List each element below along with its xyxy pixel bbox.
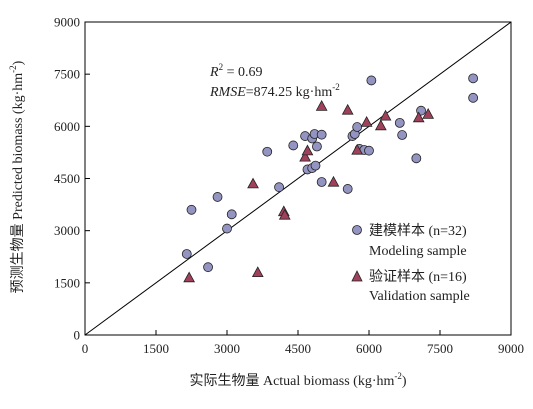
modeling-point <box>316 177 327 187</box>
legend-validation-title: 验证样本 (n=16) <box>369 269 467 285</box>
validation-point <box>315 100 328 111</box>
modeling-point <box>310 160 321 171</box>
modeling-point <box>186 204 197 215</box>
validation-point <box>251 266 264 277</box>
x-axis-label: 实际生物量 Actual biomass (kg·hm-2) <box>189 371 406 389</box>
modeling-point <box>226 209 237 220</box>
modeling-point <box>411 153 422 164</box>
reference-line <box>84 21 512 336</box>
r2-symbol: R <box>209 65 219 80</box>
modeling-point <box>262 146 273 157</box>
x-axis: 0 1500 3000 4500 6000 7500 9000 <box>82 330 524 356</box>
y-axis-label-main: 预测生物量 Predicted biomass (kg·hm <box>10 73 26 294</box>
modeling-point <box>212 192 223 202</box>
y-tick-label: 4500 <box>54 171 80 186</box>
rmse-annotation: RMSE=874.25 kg·hm-2 <box>209 82 340 100</box>
x-tick-label: 4500 <box>285 341 311 356</box>
validation-point <box>379 109 392 121</box>
modeling-point <box>397 130 408 140</box>
y-tick-label: 3000 <box>54 223 80 238</box>
r2-value: = 0.69 <box>223 65 262 80</box>
y-tick-label: 1500 <box>54 275 80 290</box>
x-tick-label: 0 <box>82 341 89 356</box>
legend-validation-subtitle: Validation sample <box>369 289 470 304</box>
modeling-point <box>288 140 299 151</box>
y-tick-label: 6000 <box>54 119 80 134</box>
validation-point <box>412 111 425 123</box>
modeling-point <box>468 92 479 103</box>
rmse-value: =874.25 kg·hm <box>246 85 333 100</box>
validation-point <box>327 175 340 187</box>
x-tick-label: 7500 <box>427 341 453 356</box>
validation-point <box>301 144 314 156</box>
modeling-point <box>312 141 322 152</box>
y-tick-label: 7500 <box>54 67 80 82</box>
x-tick-label: 3000 <box>214 341 240 356</box>
modeling-point <box>394 117 405 128</box>
validation-point <box>351 143 364 155</box>
legend-modeling-marker <box>352 225 362 235</box>
modeling-series <box>181 73 479 273</box>
legend-validation-marker <box>351 270 363 282</box>
y-axis-label: 预测生物量 Predicted biomass (kg·hm-2) <box>8 60 26 293</box>
modeling-point <box>352 122 363 132</box>
x-axis-label-main: 实际生物量 Actual biomass (kg·hm <box>189 373 394 389</box>
validation-point <box>374 119 387 131</box>
modeling-point <box>342 184 353 194</box>
validation-point <box>278 208 291 220</box>
y-axis: 0 1500 3000 4500 6000 7500 9000 <box>54 15 90 343</box>
validation-point <box>247 177 259 189</box>
x-axis-label-end: ) <box>402 374 407 389</box>
validation-point <box>183 271 196 283</box>
validation-point <box>360 116 373 127</box>
y-axis-label-end: ) <box>11 60 26 65</box>
y-tick-label: 9000 <box>54 15 80 30</box>
legend-modeling-title: 建模样本 (n=32) <box>369 223 467 239</box>
x-tick-label: 9000 <box>498 341 524 356</box>
modeling-point <box>203 262 213 273</box>
one-to-one-line <box>84 21 512 336</box>
legend: 建模样本 (n=32) Modeling sample 验证样本 (n=16) … <box>351 223 470 304</box>
y-axis-label-sup: -2 <box>8 65 18 73</box>
modeling-point <box>316 129 327 140</box>
modeling-point <box>222 223 232 234</box>
validation-point <box>341 103 354 115</box>
modeling-point <box>366 75 377 86</box>
validation-point <box>299 150 311 162</box>
x-tick-label: 6000 <box>356 341 382 356</box>
validation-series <box>183 100 435 283</box>
r2-superscript: 2 <box>219 62 224 72</box>
modeling-point <box>274 182 284 193</box>
r-squared-annotation: R2 = 0.69 <box>209 62 262 80</box>
modeling-point <box>181 249 192 259</box>
rmse-symbol: RMSE <box>209 85 246 100</box>
y-tick-label: 0 <box>74 328 81 343</box>
modeling-point <box>364 145 374 156</box>
legend-modeling-subtitle: Modeling sample <box>369 244 467 259</box>
validation-point <box>422 108 435 119</box>
x-axis-label-sup: -2 <box>394 371 402 381</box>
modeling-point <box>468 73 479 84</box>
x-tick-label: 1500 <box>143 341 169 356</box>
rmse-superscript: -2 <box>332 82 340 92</box>
